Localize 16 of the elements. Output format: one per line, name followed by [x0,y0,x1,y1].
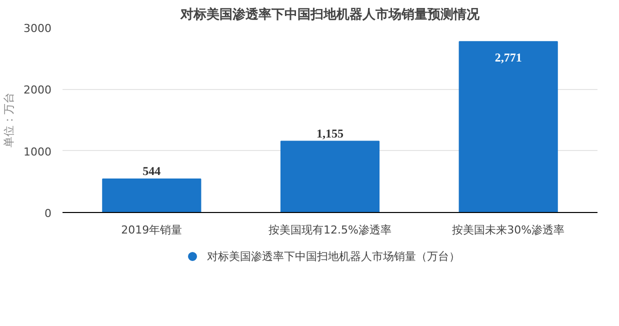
chart-title: 对标美国渗透率下中国扫地机器人市场销量预测情况 [180,6,480,22]
y-tick-label: 0 [44,207,52,220]
bar [102,178,202,212]
data-label: 1,155 [316,126,344,140]
data-label: 2,771 [494,50,522,65]
legend-label: 对标美国渗透率下中国扫地机器人市场销量（万台） [207,248,460,264]
y-axis-title: 单位：万台 [2,92,16,148]
bar [280,140,380,212]
bar [458,41,558,212]
data-label: 544 [142,164,161,178]
y-tick-label: 2000 [24,84,52,97]
x-tick-label: 按美国现有12.5%渗透率 [268,224,392,236]
x-tick-label: 2019年销量 [121,224,182,236]
y-tick-label: 1000 [24,145,52,158]
y-tick-label: 3000 [24,22,52,35]
x-tick-label: 按美国未来30%渗透率 [452,224,565,236]
